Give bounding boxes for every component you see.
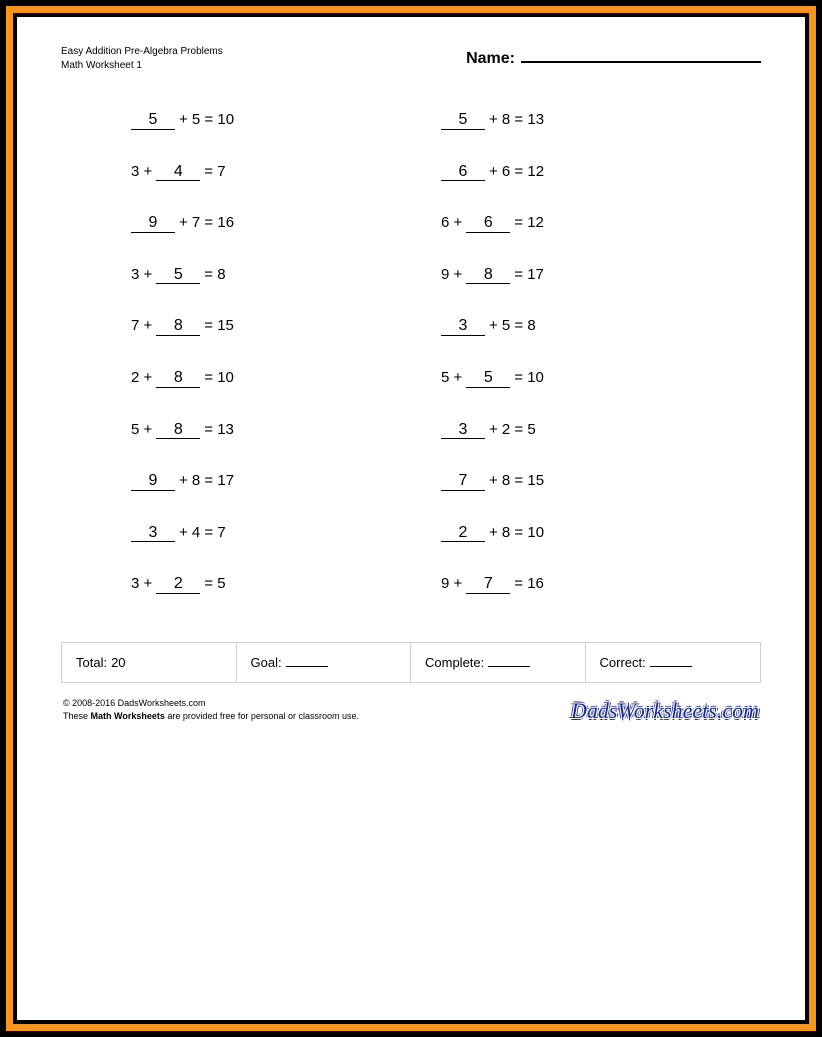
expr-text: = 7: [204, 163, 225, 180]
total-label: Total:: [76, 655, 107, 670]
answer-blank[interactable]: 3: [441, 421, 485, 440]
answer-blank[interactable]: 5: [131, 111, 175, 130]
problem-right-3: 9 + 8 = 17: [441, 266, 711, 285]
title-line-1: Easy Addition Pre-Algebra Problems: [61, 45, 223, 59]
expr-text: 3 +: [131, 163, 152, 180]
complete-label: Complete:: [425, 655, 484, 670]
answer-blank[interactable]: 6: [441, 163, 485, 182]
expr-text: 6 +: [441, 214, 462, 231]
problem-right-4: 3 + 5 = 8: [441, 317, 711, 336]
expr-text: 2 +: [131, 369, 152, 386]
expr-text: = 12: [514, 214, 544, 231]
summary-total: Total: 20: [62, 643, 237, 682]
expr-text: + 2 = 5: [489, 421, 536, 438]
usage-line: These Math Worksheets are provided free …: [63, 710, 359, 724]
expr-text: = 8: [204, 266, 225, 283]
expr-text: 3 +: [131, 266, 152, 283]
problem-right-5: 5 + 5 = 10: [441, 369, 711, 388]
footer-text: © 2008-2016 DadsWorksheets.com These Mat…: [63, 697, 359, 724]
goal-label: Goal:: [251, 655, 282, 670]
problem-left-9: 3 + 2 = 5: [131, 575, 401, 594]
answer-blank[interactable]: 9: [131, 472, 175, 491]
summary-complete: Complete:: [411, 643, 586, 682]
expr-text: = 15: [204, 317, 234, 334]
answer-blank[interactable]: 8: [156, 421, 200, 440]
answer-blank[interactable]: 4: [156, 163, 200, 182]
copyright-line: © 2008-2016 DadsWorksheets.com: [63, 697, 359, 711]
answer-blank[interactable]: 8: [466, 266, 510, 285]
answer-blank[interactable]: 6: [466, 214, 510, 233]
expr-text: + 8 = 15: [489, 472, 544, 489]
problems-grid: 5 + 5 = 105 + 8 = 133 + 4 = 76 + 6 = 129…: [61, 111, 761, 594]
expr-text: = 13: [204, 421, 234, 438]
problem-left-3: 3 + 5 = 8: [131, 266, 401, 285]
problem-right-0: 5 + 8 = 13: [441, 111, 711, 130]
brand-logo: DadsWorksheets.com: [571, 698, 759, 724]
expr-text: = 10: [514, 369, 544, 386]
name-label: Name:: [466, 50, 515, 68]
answer-blank[interactable]: 3: [441, 317, 485, 336]
answer-blank[interactable]: 3: [131, 524, 175, 543]
outer-border: Easy Addition Pre-Algebra Problems Math …: [0, 0, 822, 1037]
summary-row: Total: 20 Goal: Complete: Correct:: [61, 642, 761, 683]
problem-left-6: 5 + 8 = 13: [131, 421, 401, 440]
name-input-line[interactable]: [521, 45, 761, 63]
correct-input-line[interactable]: [650, 655, 692, 667]
problem-left-0: 5 + 5 = 10: [131, 111, 401, 130]
answer-blank[interactable]: 9: [131, 214, 175, 233]
expr-text: + 7 = 16: [179, 214, 234, 231]
title-block: Easy Addition Pre-Algebra Problems Math …: [61, 45, 223, 73]
expr-text: 9 +: [441, 575, 462, 592]
title-line-2: Math Worksheet 1: [61, 59, 223, 73]
expr-text: 7 +: [131, 317, 152, 334]
answer-blank[interactable]: 5: [441, 111, 485, 130]
problem-left-8: 3 + 4 = 7: [131, 524, 401, 543]
expr-text: + 5 = 8: [489, 317, 536, 334]
expr-text: + 8 = 13: [489, 111, 544, 128]
expr-text: + 8 = 17: [179, 472, 234, 489]
problem-right-9: 9 + 7 = 16: [441, 575, 711, 594]
header: Easy Addition Pre-Algebra Problems Math …: [61, 45, 761, 73]
expr-text: + 8 = 10: [489, 524, 544, 541]
expr-text: 9 +: [441, 266, 462, 283]
expr-text: 5 +: [131, 421, 152, 438]
answer-blank[interactable]: 2: [156, 575, 200, 594]
answer-blank[interactable]: 8: [156, 369, 200, 388]
correct-label: Correct:: [600, 655, 646, 670]
problem-left-1: 3 + 4 = 7: [131, 163, 401, 182]
answer-blank[interactable]: 7: [441, 472, 485, 491]
expr-text: = 10: [204, 369, 234, 386]
problem-left-2: 9 + 7 = 16: [131, 214, 401, 233]
problem-right-6: 3 + 2 = 5: [441, 421, 711, 440]
problem-right-8: 2 + 8 = 10: [441, 524, 711, 543]
expr-text: 5 +: [441, 369, 462, 386]
footer: © 2008-2016 DadsWorksheets.com These Mat…: [61, 697, 761, 724]
name-field: Name:: [466, 45, 761, 68]
answer-blank[interactable]: 2: [441, 524, 485, 543]
problem-left-4: 7 + 8 = 15: [131, 317, 401, 336]
summary-goal: Goal:: [237, 643, 412, 682]
problem-left-5: 2 + 8 = 10: [131, 369, 401, 388]
goal-input-line[interactable]: [286, 655, 328, 667]
expr-text: = 5: [204, 575, 225, 592]
expr-text: 3 +: [131, 575, 152, 592]
problem-right-7: 7 + 8 = 15: [441, 472, 711, 491]
answer-blank[interactable]: 8: [156, 317, 200, 336]
problem-left-7: 9 + 8 = 17: [131, 472, 401, 491]
expr-text: = 17: [514, 266, 544, 283]
worksheet-page: Easy Addition Pre-Algebra Problems Math …: [13, 13, 809, 1024]
answer-blank[interactable]: 5: [466, 369, 510, 388]
problem-right-1: 6 + 6 = 12: [441, 163, 711, 182]
expr-text: + 4 = 7: [179, 524, 226, 541]
answer-blank[interactable]: 7: [466, 575, 510, 594]
total-value: 20: [111, 655, 125, 670]
complete-input-line[interactable]: [488, 655, 530, 667]
answer-blank[interactable]: 5: [156, 266, 200, 285]
expr-text: + 6 = 12: [489, 163, 544, 180]
summary-correct: Correct:: [586, 643, 761, 682]
expr-text: + 5 = 10: [179, 111, 234, 128]
expr-text: = 16: [514, 575, 544, 592]
problem-right-2: 6 + 6 = 12: [441, 214, 711, 233]
